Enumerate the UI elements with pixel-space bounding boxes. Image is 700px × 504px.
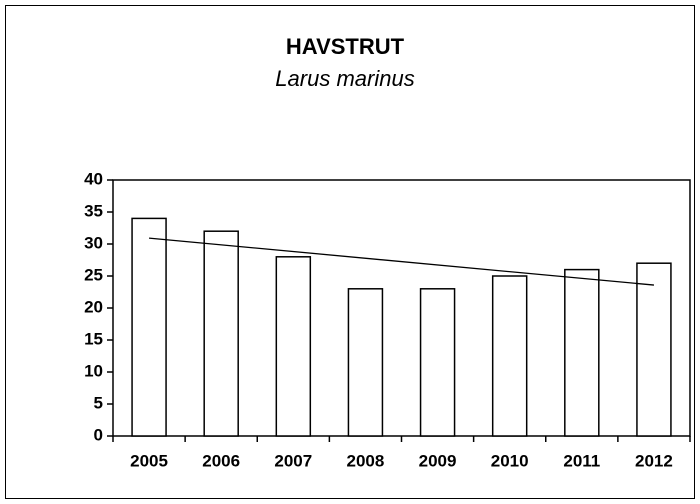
bar	[419, 288, 456, 437]
y-tick-label: 5	[94, 393, 103, 412]
x-tick-label: 2005	[130, 451, 168, 470]
plot-area	[112, 179, 691, 437]
bar	[636, 262, 672, 437]
bar	[131, 217, 167, 437]
chart-subtitle: Larus marinus	[275, 66, 414, 91]
y-tick-label: 0	[94, 425, 103, 444]
x-tick-label: 2012	[635, 451, 673, 470]
bar	[203, 230, 239, 437]
chart-title: HAVSTRUT	[286, 34, 405, 59]
bar	[347, 288, 384, 437]
x-tick-label: 2007	[274, 451, 312, 470]
bar	[491, 275, 528, 437]
bar	[275, 256, 312, 437]
y-tick-label: 35	[84, 201, 103, 220]
x-tick-label: 2010	[491, 451, 529, 470]
x-tick-label: 2006	[202, 451, 240, 470]
x-tick-label: 2008	[347, 451, 385, 470]
y-tick-label: 30	[84, 233, 103, 252]
y-tick-label: 20	[84, 297, 103, 316]
bar	[564, 268, 600, 437]
y-tick-label: 25	[84, 265, 103, 284]
y-tick-label: 40	[84, 169, 103, 188]
y-tick-label: 15	[84, 329, 103, 348]
x-tick-label: 2009	[419, 451, 457, 470]
y-tick-label: 10	[84, 361, 103, 380]
x-tick-label: 2011	[563, 451, 600, 470]
trendline	[149, 237, 654, 286]
